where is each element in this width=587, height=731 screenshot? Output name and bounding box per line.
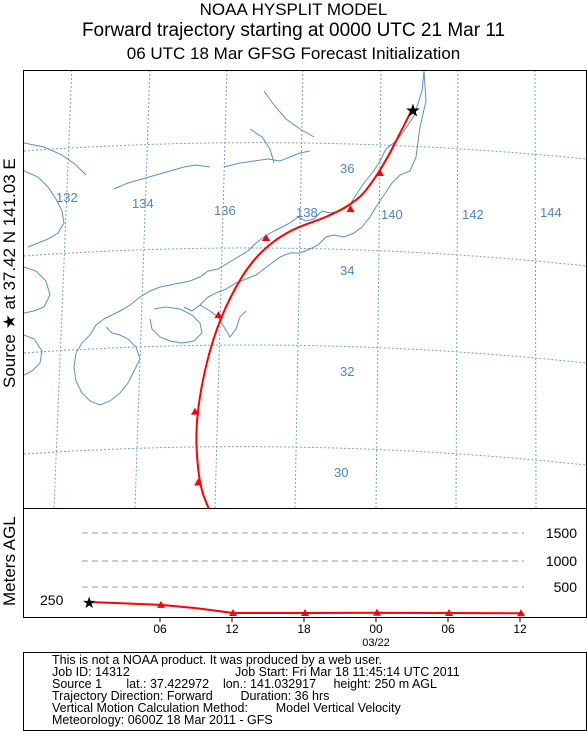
height-marker (445, 609, 453, 617)
coastline (249, 128, 275, 164)
disclaimer: This is not a NOAA product. It was produ… (52, 653, 383, 667)
trajectory-marker (346, 205, 355, 213)
coastline (24, 170, 65, 248)
latitude-label: 32 (340, 364, 354, 379)
trajectory: ★ (191, 101, 421, 508)
grid-line (294, 71, 304, 508)
longitude-label: 144 (540, 205, 562, 220)
longitude-label: 138 (296, 205, 318, 220)
coastline (103, 71, 425, 320)
time-tick-label: 06 (441, 622, 455, 636)
coastline (263, 90, 315, 138)
time-tick-label: 12 (225, 622, 239, 636)
height-panel: 1500 1000 500 250 ★ (23, 508, 587, 618)
trajectory-marker (261, 233, 270, 241)
source-location-label: Source ★ at 37.42 N 141.03 E (0, 158, 19, 388)
latitude-label: 30 (334, 465, 348, 480)
model-title: NOAA HYSPLIT MODEL (199, 0, 388, 19)
grid-line (455, 71, 459, 508)
height-axis-label: Meters AGL (0, 516, 19, 606)
latitude-label: 34 (340, 263, 354, 278)
vertical-method: Vertical Motion Calculation Method: Mode… (52, 701, 401, 715)
grid-labels: 132 134 136 138 140 142 144 36 34 32 30 (56, 161, 562, 480)
latitude-label: 36 (340, 161, 354, 176)
plot-subtitle: 06 UTC 18 Mar GFSG Forecast Initializati… (126, 44, 461, 63)
coastline (183, 71, 427, 312)
coastline (24, 266, 51, 314)
height-trajectory: ★ (82, 595, 525, 617)
height-marker (229, 609, 237, 617)
grid-line (24, 247, 586, 267)
trajectory-marker (194, 478, 203, 486)
longitude-label: 140 (381, 207, 403, 222)
job-info-box: This is not a NOAA product. It was produ… (23, 652, 587, 731)
height-marker (373, 608, 381, 616)
date-label: 03/22 (362, 637, 390, 649)
longitude-label: 142 (462, 207, 484, 222)
coastlines (24, 71, 427, 406)
job-id: Job ID: 14312 (52, 665, 130, 679)
grid-line (214, 71, 228, 508)
time-tick-label: 12 (513, 622, 527, 636)
time-tick-label: 00 (369, 622, 383, 636)
source-star-icon: ★ (405, 101, 421, 121)
height-marker (301, 609, 309, 617)
coastline (24, 334, 43, 376)
height-path (88, 601, 522, 615)
trajectory-direction: Trajectory Direction: Forward Duration: … (52, 689, 330, 703)
height-level-label: 1500 (546, 525, 577, 541)
grid-line (24, 344, 586, 364)
time-tick-label: 18 (297, 622, 311, 636)
trajectory-marker (214, 311, 223, 319)
height-marker (517, 609, 525, 617)
coastline (24, 142, 87, 176)
height-source-star-icon: ★ (82, 595, 96, 612)
grid-line (24, 142, 586, 160)
height-gridlines: 1500 1000 500 250 (40, 525, 577, 608)
grid-line (534, 71, 537, 508)
trajectory-map: 132 134 136 138 140 142 144 36 34 32 30 ★ (24, 71, 586, 508)
coastline (199, 304, 247, 338)
height-level-label: 500 (554, 579, 578, 595)
longitude-label: 132 (56, 190, 78, 205)
height-marker (157, 600, 165, 608)
height-profile: 1500 1000 500 250 ★ (40, 525, 577, 617)
trajectory-marker (375, 169, 384, 177)
grid-line (375, 71, 382, 508)
grid-line (24, 446, 586, 466)
plot-title: Forward trajectory starting at 0000 UTC … (81, 20, 506, 41)
coastline (149, 306, 203, 344)
time-tick-label: 06 (153, 622, 167, 636)
grid-line (134, 71, 151, 508)
grid-line (53, 71, 73, 508)
trajectory-path (195, 109, 413, 508)
longitude-label: 136 (214, 203, 236, 218)
meteorology: Meteorology: 0600Z 18 Mar 2011 - GFS (52, 713, 273, 727)
longitude-label: 134 (132, 196, 154, 211)
coastline (113, 164, 211, 190)
coastline (223, 150, 311, 168)
height-level-label: 1000 (546, 553, 577, 569)
job-start: Job Start: Fri Mar 18 11:45:14 UTC 2011 (235, 665, 460, 679)
start-height-label: 250 (40, 592, 64, 608)
graticule (24, 71, 586, 508)
map-panel: 132 134 136 138 140 142 144 36 34 32 30 ★ (23, 70, 587, 509)
coastline (73, 318, 141, 406)
source-info: Source 1 lat.: 37.422972 lon.: 141.03291… (52, 677, 437, 691)
trajectory-marker (191, 407, 200, 415)
time-axis: 06 12 18 00 06 12 03/22 (23, 617, 585, 651)
time-axis-svg: 06 12 18 00 06 12 03/22 (153, 617, 527, 649)
